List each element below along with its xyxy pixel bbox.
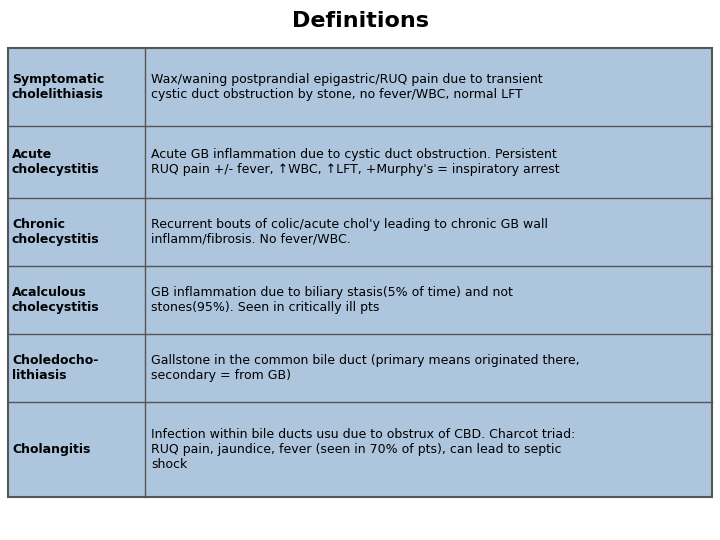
Text: Acalculous
cholecystitis: Acalculous cholecystitis — [12, 286, 99, 314]
Text: Symptomatic
cholelithiasis: Symptomatic cholelithiasis — [12, 73, 104, 101]
Text: Definitions: Definitions — [292, 11, 428, 31]
Text: Acute
cholecystitis: Acute cholecystitis — [12, 148, 99, 176]
Text: Wax/waning postprandial epigastric/RUQ pain due to transient
cystic duct obstruc: Wax/waning postprandial epigastric/RUQ p… — [151, 73, 543, 101]
Text: GB inflammation due to biliary stasis(5% of time) and not
stones(95%). Seen in c: GB inflammation due to biliary stasis(5%… — [151, 286, 513, 314]
Text: Cholangitis: Cholangitis — [12, 443, 91, 456]
Text: Chronic
cholecystitis: Chronic cholecystitis — [12, 218, 99, 246]
Text: Recurrent bouts of colic/acute chol'y leading to chronic GB wall
inflamm/fibrosi: Recurrent bouts of colic/acute chol'y le… — [151, 218, 549, 246]
Text: Infection within bile ducts usu due to obstrux of CBD. Charcot triad:
RUQ pain, : Infection within bile ducts usu due to o… — [151, 428, 576, 471]
Text: Gallstone in the common bile duct (primary means originated there,
secondary = f: Gallstone in the common bile duct (prima… — [151, 354, 580, 382]
Text: Acute GB inflammation due to cystic duct obstruction. Persistent
RUQ pain +/- fe: Acute GB inflammation due to cystic duct… — [151, 148, 560, 176]
Bar — [8, 48, 712, 497]
Text: Choledocho-
lithiasis: Choledocho- lithiasis — [12, 354, 99, 382]
Bar — [8, 48, 712, 497]
